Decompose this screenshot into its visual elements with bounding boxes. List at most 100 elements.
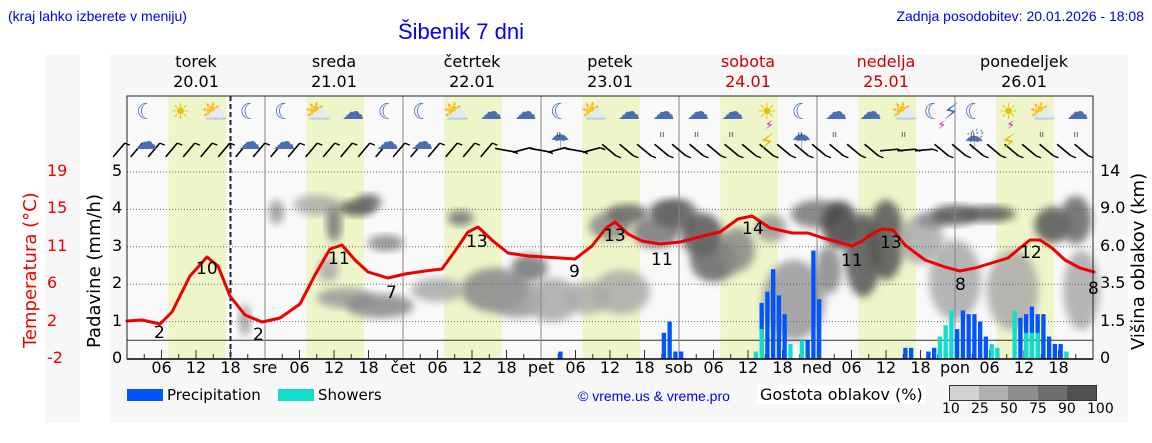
temp-tick: 19 <box>47 161 68 180</box>
day-name: torek <box>175 52 217 71</box>
temperature-value: 13 <box>604 226 626 246</box>
moon-thunder-icon: ☾⚡ ⚡ <box>924 98 959 132</box>
x-tick: 06 <box>841 358 862 377</box>
x-tick: 18 <box>910 358 931 377</box>
cloud-rain-icon: ☁ ıı <box>648 98 680 140</box>
moon-rain-icon: ☾☂ ıı <box>791 100 812 155</box>
temperature-value: 2 <box>253 325 264 345</box>
sun-cloud-icon: ⛅ <box>442 100 471 125</box>
cloud-tick: 9.0 <box>1100 198 1126 218</box>
day-header-torek: torek 20.01 <box>126 52 266 92</box>
cloud-icon: ☁ <box>859 100 882 125</box>
temp-tick: -2 <box>47 348 63 367</box>
cloud-rain-icon: ☁ ıı <box>717 98 749 140</box>
cloud-icon: ☁ <box>480 100 502 125</box>
temperature-value: 11 <box>651 250 673 270</box>
temp-tick: 15 <box>47 198 68 218</box>
density-tick: 10 <box>942 401 960 417</box>
cloud-rain-icon: ☁ ıı <box>820 98 852 140</box>
x-tick: čet <box>390 358 416 377</box>
moon-cloud-icon: ☾☁ <box>238 100 261 155</box>
temperature-value: 2 <box>154 323 165 343</box>
copyright-link[interactable]: © vreme.us & vreme.pro <box>578 388 730 404</box>
sun-thunder-icon: ☀⚡ ⚡ <box>998 100 1019 155</box>
precip-tick: 4 <box>112 198 123 218</box>
precip-tick: 1 <box>112 310 123 330</box>
x-tick: sob <box>664 358 694 377</box>
x-tick: 18 <box>772 358 793 377</box>
x-tick: pet <box>527 358 555 377</box>
density-tick: 25 <box>971 401 989 417</box>
cloud-density-scale <box>949 385 1097 401</box>
sun-icon: ☀ <box>170 100 191 125</box>
x-tick: sre <box>252 358 278 377</box>
sun-cloud-icon: ⛅ <box>580 100 609 125</box>
day-date: 24.01 <box>725 72 771 91</box>
sun-cloud-icon: ⛅ <box>201 100 229 125</box>
x-tick: 06 <box>703 358 724 377</box>
day-name: petek <box>587 52 633 71</box>
x-tick: 12 <box>323 358 345 377</box>
rain-drops-icon: ıı <box>1039 130 1045 140</box>
day-date: 23.01 <box>587 72 633 91</box>
cloud-rain-icon: ☁ ıı <box>682 98 714 140</box>
day-header-sobota: sobota 24.01 <box>678 52 818 92</box>
day-header-nedelja: nedelja 25.01 <box>816 52 956 92</box>
x-tick: 18 <box>1048 358 1069 377</box>
cloud-tick: 1.5 <box>1100 310 1126 330</box>
temperature-value: 11 <box>841 251 863 271</box>
temperature-value: 8 <box>955 275 966 295</box>
rain-drops-icon: ıı <box>659 130 665 140</box>
day-header-petek: petek 23.01 <box>540 52 680 92</box>
precip-tick: 0 <box>112 348 123 367</box>
cloud-density-legend-label: Gostota oblakov (%) <box>757 385 926 404</box>
wind-barbs <box>112 142 1094 159</box>
cloud-icon: ☁ <box>342 100 364 125</box>
rain-drops-icon: ıı <box>728 130 734 140</box>
moon-cloud-icon: ☾☁ <box>376 100 399 155</box>
temperature-value: 13 <box>466 232 488 252</box>
precip-tick: 2 <box>112 273 123 293</box>
temperature-value: 8 <box>1088 279 1099 299</box>
x-tick: 12 <box>875 358 897 377</box>
moon-cloud-icon: ☾☁ <box>273 100 295 155</box>
lightning-icon: ⚡ <box>937 118 946 132</box>
day-date: 25.01 <box>863 72 909 91</box>
day-name: nedelja <box>856 52 916 71</box>
rain-drops-icon: ıı <box>797 130 803 140</box>
x-tick: 06 <box>289 358 310 377</box>
cloud-rain-icon: ☁ ıı <box>1062 98 1094 140</box>
day-name: četrtek <box>443 52 501 71</box>
temperature-value: 7 <box>386 283 397 303</box>
density-tick: 50 <box>1000 401 1018 417</box>
sun-rain-icon: ⛅ ıı <box>889 98 921 140</box>
showers-legend-label: Showers <box>318 386 382 404</box>
temperature-value: 14 <box>742 219 764 239</box>
last-updated: Zadnja posodobitev: 20.01.2026 - 18:08 <box>896 8 1144 24</box>
page-title: Šibenik 7 dni <box>398 19 524 44</box>
cloud-tick: 3.5 <box>1100 273 1126 293</box>
temperature-value: 13 <box>880 233 902 253</box>
day-date: 22.01 <box>449 72 495 91</box>
temperature-value: 12 <box>1020 243 1042 263</box>
precipitation-legend-swatch <box>127 389 163 401</box>
precip-tick: 3 <box>112 235 123 255</box>
rain-drops-icon: ıı <box>901 130 907 140</box>
x-tick: 12 <box>737 358 759 377</box>
x-tick: 12 <box>461 358 483 377</box>
x-tick: 18 <box>220 358 241 377</box>
temp-tick: 6 <box>47 273 58 293</box>
x-tick: 18 <box>496 358 517 377</box>
x-tick: pon <box>939 358 971 377</box>
rain-drops-icon: ıı <box>832 130 838 140</box>
moon-cloud-icon: ☾☁ <box>135 100 157 155</box>
x-tick: 18 <box>634 358 655 377</box>
rain-drops-icon: ıı <box>1073 130 1079 140</box>
day-date: 21.01 <box>311 72 357 91</box>
temperature-value: 11 <box>328 249 350 269</box>
sun-cloud-icon: ⛅ <box>304 100 333 125</box>
density-tick: 75 <box>1029 401 1047 417</box>
day-header-ponedeljek: ponedeljek 26.01 <box>954 52 1094 92</box>
cloud-tick: 14 <box>1100 161 1121 180</box>
